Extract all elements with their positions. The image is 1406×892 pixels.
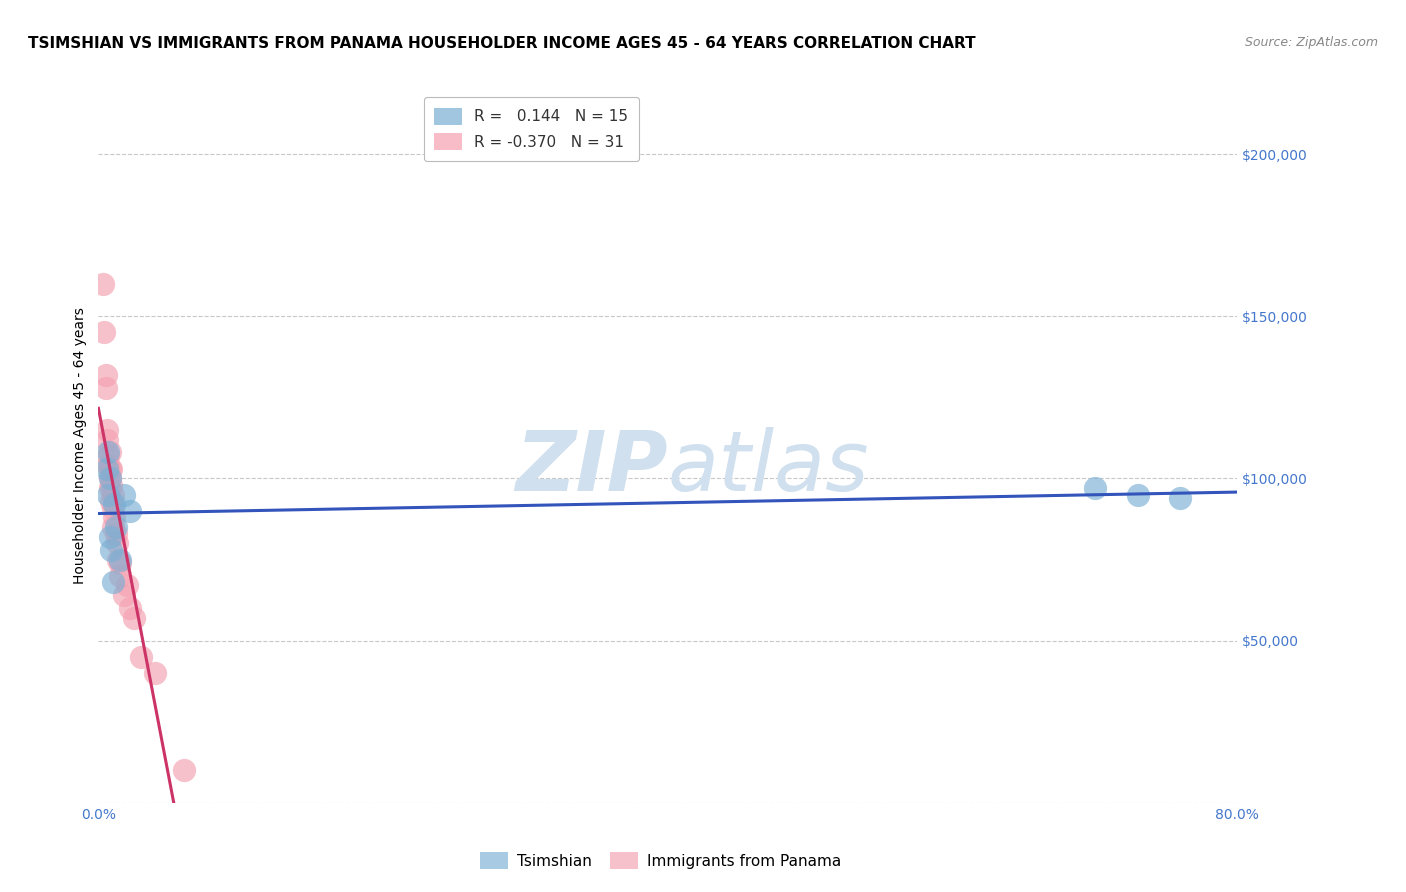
Point bbox=[98, 471, 121, 485]
Point bbox=[98, 461, 121, 475]
Y-axis label: Householder Income Ages 45 - 64 years: Householder Income Ages 45 - 64 years bbox=[73, 308, 87, 584]
Point bbox=[100, 461, 122, 475]
Point bbox=[103, 510, 125, 524]
Point bbox=[103, 497, 125, 511]
Point bbox=[145, 666, 167, 681]
Point bbox=[1084, 481, 1107, 495]
Point bbox=[97, 488, 120, 502]
Point bbox=[96, 461, 118, 475]
Point bbox=[104, 520, 127, 534]
Point bbox=[101, 500, 124, 515]
Point bbox=[96, 423, 118, 437]
Point bbox=[173, 764, 195, 778]
Point bbox=[107, 552, 129, 566]
Point bbox=[112, 488, 135, 502]
Legend: R =   0.144   N = 15, R = -0.370   N = 31: R = 0.144 N = 15, R = -0.370 N = 31 bbox=[423, 97, 638, 161]
Point bbox=[122, 611, 145, 625]
Point bbox=[98, 471, 121, 485]
Point bbox=[101, 488, 124, 502]
Point bbox=[98, 445, 121, 459]
Text: TSIMSHIAN VS IMMIGRANTS FROM PANAMA HOUSEHOLDER INCOME AGES 45 - 64 YEARS CORREL: TSIMSHIAN VS IMMIGRANTS FROM PANAMA HOUS… bbox=[28, 36, 976, 51]
Point bbox=[100, 542, 122, 557]
Point bbox=[98, 530, 121, 544]
Point bbox=[93, 326, 115, 340]
Point bbox=[97, 449, 120, 463]
Point bbox=[94, 381, 117, 395]
Point bbox=[112, 588, 135, 602]
Point bbox=[118, 601, 141, 615]
Point bbox=[104, 526, 127, 541]
Point bbox=[115, 578, 138, 592]
Point bbox=[118, 504, 141, 518]
Legend: Tsimshian, Immigrants from Panama: Tsimshian, Immigrants from Panama bbox=[474, 846, 848, 875]
Text: Source: ZipAtlas.com: Source: ZipAtlas.com bbox=[1244, 36, 1378, 49]
Point bbox=[1170, 491, 1192, 505]
Point bbox=[101, 575, 124, 590]
Point bbox=[97, 445, 120, 459]
Point bbox=[98, 481, 121, 495]
Text: ZIP: ZIP bbox=[515, 427, 668, 508]
Point bbox=[94, 368, 117, 382]
Point bbox=[91, 277, 114, 291]
Point bbox=[96, 433, 118, 447]
Point bbox=[108, 568, 131, 582]
Point bbox=[108, 556, 131, 570]
Text: atlas: atlas bbox=[668, 427, 869, 508]
Point bbox=[1126, 488, 1149, 502]
Point bbox=[105, 536, 128, 550]
Point bbox=[100, 478, 122, 492]
Point bbox=[100, 494, 122, 508]
Point bbox=[101, 520, 124, 534]
Point bbox=[97, 458, 120, 473]
Point bbox=[108, 552, 131, 566]
Point bbox=[129, 649, 152, 664]
